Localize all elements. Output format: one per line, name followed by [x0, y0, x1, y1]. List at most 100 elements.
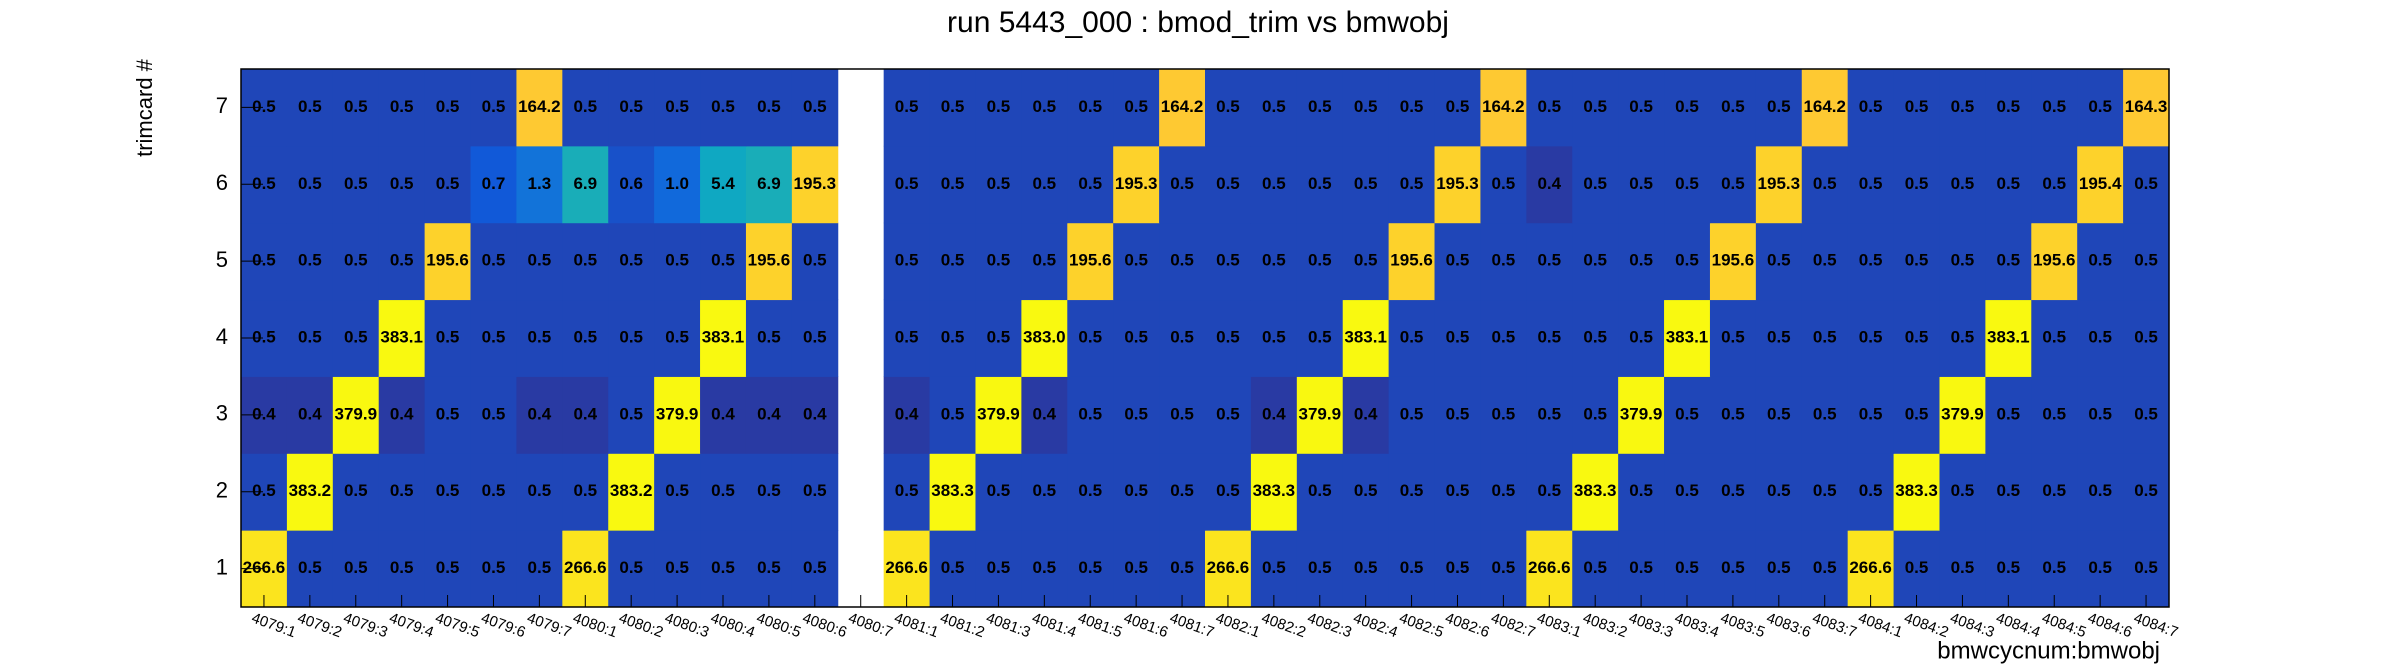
cell-label: 0.5	[757, 97, 781, 116]
heatmap-cell	[1755, 69, 1803, 147]
x-tick-label: 4080:5	[754, 610, 803, 642]
heatmap-cell	[1618, 453, 1665, 531]
cell-label: 0.5	[619, 404, 643, 423]
heatmap-cell	[470, 453, 517, 531]
heatmap-cell	[1939, 69, 1986, 147]
cell-label: 0.5	[1537, 481, 1561, 500]
cell-label: 0.5	[390, 174, 414, 193]
cell-label: 0.5	[1721, 327, 1745, 346]
heatmap-cell	[2123, 376, 2170, 454]
cell-label: 0.5	[619, 558, 643, 577]
x-tick-label: 4079:3	[341, 610, 390, 642]
heatmap-cell	[2123, 299, 2170, 377]
heatmap-cell	[1021, 222, 1068, 301]
heatmap-cell	[470, 299, 517, 377]
cell-label: 164.2	[1803, 97, 1846, 116]
heatmap-cell	[608, 299, 655, 377]
cell-label: 0.5	[344, 174, 368, 193]
cell-label: 0.7	[482, 174, 506, 193]
cell-label: 0.5	[344, 97, 368, 116]
cell-label: 0.5	[757, 327, 781, 346]
x-tick-label: 4080:6	[800, 610, 849, 642]
cell-label: 0.5	[1721, 558, 1745, 577]
x-tick-label: 4083:7	[1810, 610, 1859, 642]
cell-label: 0.5	[344, 327, 368, 346]
heatmap-cell	[700, 299, 747, 377]
cell-label: 0.5	[482, 558, 506, 577]
cell-label: 0.5	[298, 174, 322, 193]
cell-label: 0.5	[1492, 327, 1516, 346]
cell-label: 0.5	[1537, 97, 1561, 116]
cell-label: 0.4	[1262, 404, 1286, 423]
heatmap-cell	[1526, 299, 1573, 377]
cell-label: 0.5	[436, 97, 460, 116]
cell-label: 383.0	[1023, 327, 1066, 346]
cell-label: 0.5	[1859, 327, 1883, 346]
heatmap-cell	[1342, 299, 1390, 377]
cell-label: 0.5	[390, 97, 414, 116]
heatmap-cell	[378, 453, 426, 531]
cell-label: 0.5	[1675, 404, 1699, 423]
heatmap-cell	[654, 299, 701, 377]
x-tick-label: 4082:7	[1489, 610, 1538, 642]
cell-label: 0.5	[2042, 327, 2066, 346]
heatmap-cell	[1205, 69, 1252, 147]
cell-label: 0.5	[1997, 481, 2021, 500]
heatmap-cell	[1434, 376, 1481, 454]
heatmap-cell	[1618, 69, 1665, 147]
cell-label: 0.5	[1216, 174, 1240, 193]
cell-label: 0.4	[390, 404, 414, 423]
heatmap-cell	[1893, 145, 1940, 224]
heatmap-cell	[654, 69, 701, 147]
heatmap-cell	[1939, 376, 1986, 454]
cell-label: 0.5	[941, 404, 965, 423]
heatmap-cell	[1205, 453, 1252, 531]
heatmap-cell	[975, 222, 1022, 301]
cell-label: 383.1	[1344, 327, 1387, 346]
cell-label: 164.2	[1482, 97, 1525, 116]
cell-label: 0.5	[1905, 97, 1929, 116]
chart-title: run 5443_000 : bmod_trim vs bmwobj	[947, 6, 1449, 39]
cell-label: 0.5	[1400, 174, 1424, 193]
cell-label: 195.3	[794, 174, 837, 193]
cell-label: 0.5	[1675, 558, 1699, 577]
heatmap-cell	[1434, 145, 1481, 224]
cell-label: 0.5	[1537, 251, 1561, 270]
cell-label: 0.5	[895, 174, 919, 193]
heatmap-cell	[1021, 530, 1068, 608]
cell-label: 0.5	[1905, 327, 1929, 346]
cell-label: 0.5	[1078, 558, 1102, 577]
cell-label: 0.5	[803, 251, 827, 270]
heatmap-cell	[1847, 376, 1895, 454]
y-axis-title: trimcard #	[132, 58, 157, 157]
heatmap-cell	[608, 69, 655, 147]
heatmap-cell	[1067, 530, 1114, 608]
cell-label: 0.5	[1859, 404, 1883, 423]
cell-label: 0.5	[1813, 404, 1837, 423]
x-tick-label: 4081:4	[1030, 610, 1079, 642]
x-axis-title: bmwcycnum:bmwobj	[1937, 637, 2160, 664]
cell-label: 0.5	[482, 481, 506, 500]
cell-label: 0.5	[2088, 97, 2112, 116]
cell-label: 0.5	[1997, 404, 2021, 423]
cell-label: 0.5	[1859, 481, 1883, 500]
heatmap-cell	[562, 222, 609, 301]
heatmap-cell	[2031, 453, 2078, 531]
cell-label: 195.6	[1390, 251, 1433, 270]
x-tick-label: 4080:1	[571, 610, 620, 642]
cell-label: 0.5	[1170, 558, 1194, 577]
heatmap-cell	[424, 376, 472, 454]
cell-label: 0.5	[1170, 174, 1194, 193]
heatmap-cell	[1709, 222, 1757, 301]
cell-label: 0.5	[436, 481, 460, 500]
heatmap-cell	[1205, 299, 1252, 377]
cell-label: 0.5	[757, 481, 781, 500]
cell-label: 0.5	[895, 251, 919, 270]
cell-label: 0.5	[665, 481, 689, 500]
x-tick-label: 4080:2	[616, 610, 665, 642]
heatmap-cell	[1847, 69, 1895, 147]
heatmap-cell	[1572, 299, 1619, 377]
cell-label: 5.4	[711, 174, 735, 193]
cell-label: 0.4	[1033, 404, 1057, 423]
cell-label: 0.5	[298, 251, 322, 270]
